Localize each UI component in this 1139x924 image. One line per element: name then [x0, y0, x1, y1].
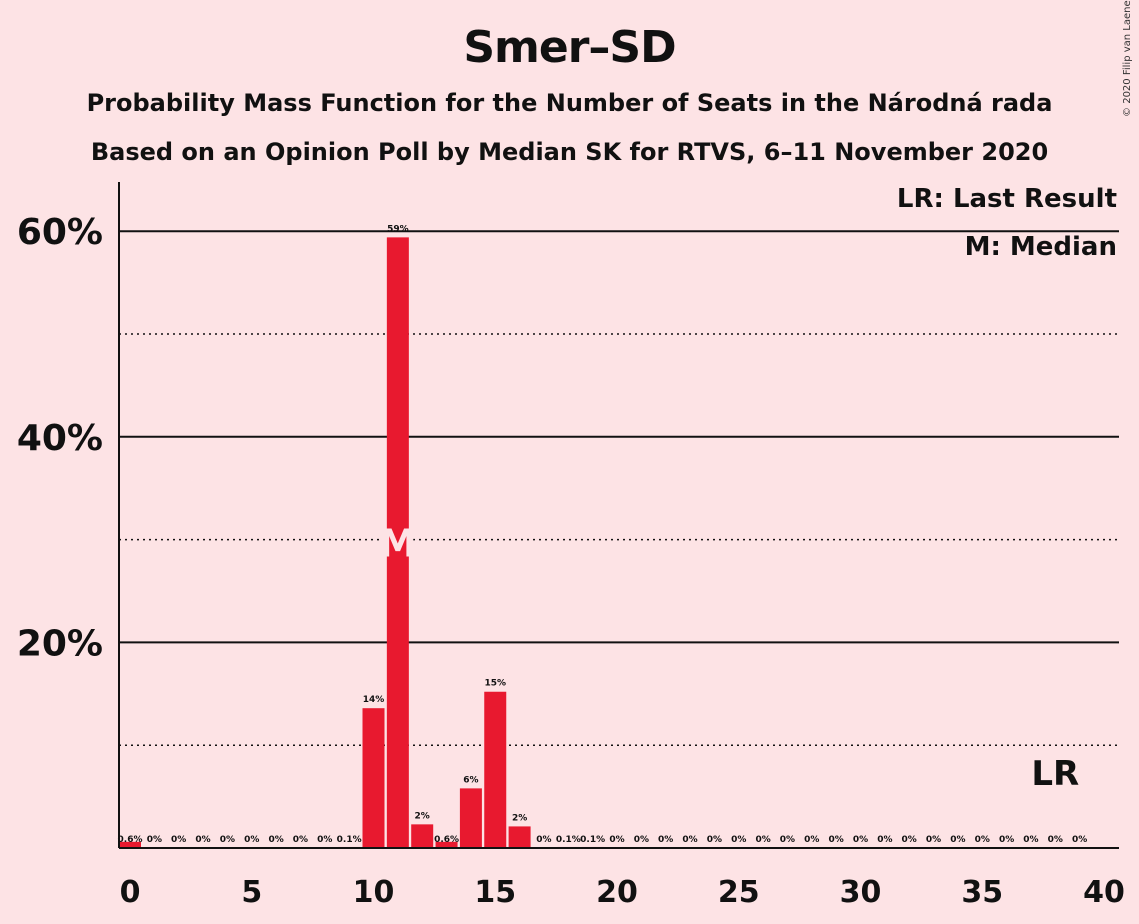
- data-label: 0%: [293, 835, 308, 845]
- legend-last-result: LR: Last Result: [896, 184, 1117, 214]
- data-label: 0%: [950, 835, 965, 845]
- bar: [119, 841, 141, 848]
- data-label: 15%: [484, 679, 506, 689]
- data-label: 0%: [926, 835, 941, 845]
- x-tick-label: 15: [474, 875, 516, 910]
- bar: [508, 826, 531, 848]
- data-label: 0%: [829, 835, 844, 845]
- x-tick-label: 5: [241, 875, 262, 910]
- data-label: 0%: [1048, 835, 1063, 845]
- bar: [362, 708, 385, 848]
- data-label: 0%: [634, 835, 649, 845]
- bar: [411, 824, 434, 848]
- data-label: 0.6%: [434, 835, 459, 845]
- bar: [459, 788, 482, 848]
- data-label: 0%: [975, 835, 990, 845]
- data-label: 2%: [415, 811, 430, 821]
- legend-median: M: Median: [964, 232, 1117, 262]
- data-label: 0%: [755, 835, 770, 845]
- data-label: 6%: [463, 775, 478, 785]
- x-tick-label: 0: [120, 875, 141, 910]
- data-label: 0%: [804, 835, 819, 845]
- x-tick-label: 25: [718, 875, 760, 910]
- chart-title: Smer–SD: [463, 22, 676, 73]
- data-label: 0%: [244, 835, 259, 845]
- chart-subtitle: Probability Mass Function for the Number…: [86, 89, 1053, 117]
- y-tick-label: 60%: [17, 212, 103, 253]
- last-result-marker: LR: [1031, 754, 1079, 794]
- chart-subtitle-source: Based on an Opinion Poll by Median SK fo…: [90, 138, 1049, 166]
- data-label: 2%: [512, 813, 527, 823]
- data-label: 14%: [363, 695, 385, 705]
- data-label: 0%: [171, 835, 186, 845]
- data-label: 0%: [609, 835, 624, 845]
- x-tick-label: 10: [353, 875, 395, 910]
- data-label: 0%: [682, 835, 697, 845]
- bar: [484, 691, 507, 848]
- data-label: 0.6%: [118, 835, 143, 845]
- data-label: 0%: [536, 835, 551, 845]
- data-label: 0%: [999, 835, 1014, 845]
- data-label: 0%: [658, 835, 673, 845]
- data-label: 0%: [780, 835, 795, 845]
- data-label: 0%: [1023, 835, 1038, 845]
- data-label: 0%: [195, 835, 210, 845]
- data-label: 0%: [268, 835, 283, 845]
- bar: [386, 237, 409, 849]
- data-label: 0%: [853, 835, 868, 845]
- y-tick-label: 40%: [17, 418, 103, 459]
- data-label: 0%: [707, 835, 722, 845]
- x-tick-label: 35: [961, 875, 1003, 910]
- data-label: 0%: [147, 835, 162, 845]
- x-tick-label: 30: [840, 875, 882, 910]
- data-label: 0%: [220, 835, 235, 845]
- x-tick-label: 20: [596, 875, 638, 910]
- x-tick-label: 40: [1083, 875, 1125, 910]
- bar: [435, 841, 458, 848]
- data-label: 0.1%: [580, 835, 605, 845]
- data-label: 0%: [731, 835, 746, 845]
- y-tick-label: 20%: [17, 623, 103, 664]
- data-label: 0%: [317, 835, 332, 845]
- data-label: 0%: [902, 835, 917, 845]
- data-label: 0%: [877, 835, 892, 845]
- data-label: 0.1%: [556, 835, 581, 845]
- data-label: 59%: [387, 224, 409, 234]
- data-label: 0%: [1072, 835, 1087, 845]
- median-marker: M: [379, 522, 417, 566]
- data-label: 0.1%: [337, 835, 362, 845]
